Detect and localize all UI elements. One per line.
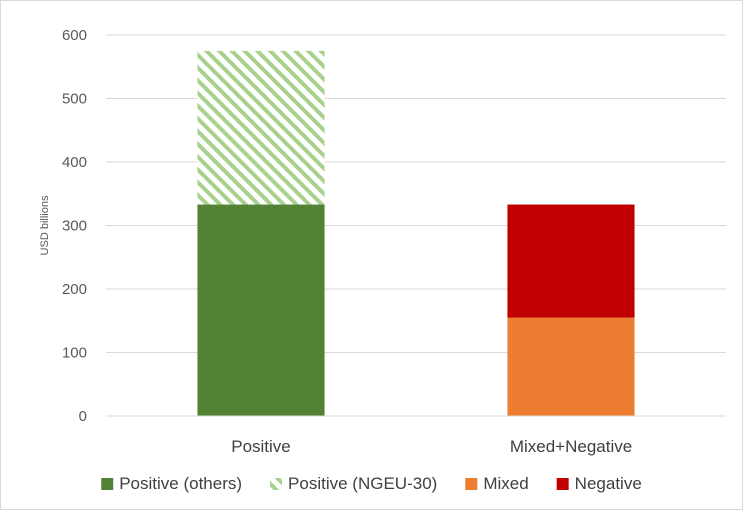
category-labels: Positive Mixed+Negative: [231, 437, 632, 456]
bar-1-series-2: [197, 50, 325, 205]
legend: Positive (others) Positive (NGEU-30) Mixed…: [101, 474, 642, 493]
legend-label: Negative: [575, 474, 642, 493]
legend-swatch: [556, 478, 569, 490]
bars: [197, 50, 635, 416]
bar-2-series-4: [507, 204, 635, 318]
y-axis-ticks: 0 100 200 300 400 500 600: [62, 27, 87, 425]
legend-item: Negative: [556, 474, 642, 493]
y-tick-label: 300: [62, 218, 87, 235]
legend-swatch: [270, 478, 283, 490]
y-tick-label: 400: [62, 154, 87, 171]
legend-label: Positive (NGEU-30): [288, 474, 437, 493]
bar-1-series-1: [197, 204, 325, 416]
legend-item: Positive (others): [101, 474, 242, 493]
y-axis-label: USD billions: [39, 195, 51, 255]
y-tick-label: 0: [79, 408, 87, 425]
y-tick-label: 100: [62, 345, 87, 362]
legend-item: Mixed: [465, 474, 529, 493]
legend-swatch: [465, 478, 478, 490]
legend-item: Positive (NGEU-30): [270, 474, 437, 493]
category-label: Positive: [231, 437, 291, 456]
legend-swatch: [101, 478, 114, 490]
y-tick-label: 200: [62, 281, 87, 298]
y-tick-label: 500: [62, 91, 87, 108]
legend-label: Positive (others): [119, 474, 242, 493]
category-label: Mixed+Negative: [510, 437, 632, 456]
bar-2-series-3: [507, 317, 635, 416]
legend-label: Mixed: [483, 474, 528, 493]
y-tick-label: 600: [62, 27, 87, 44]
